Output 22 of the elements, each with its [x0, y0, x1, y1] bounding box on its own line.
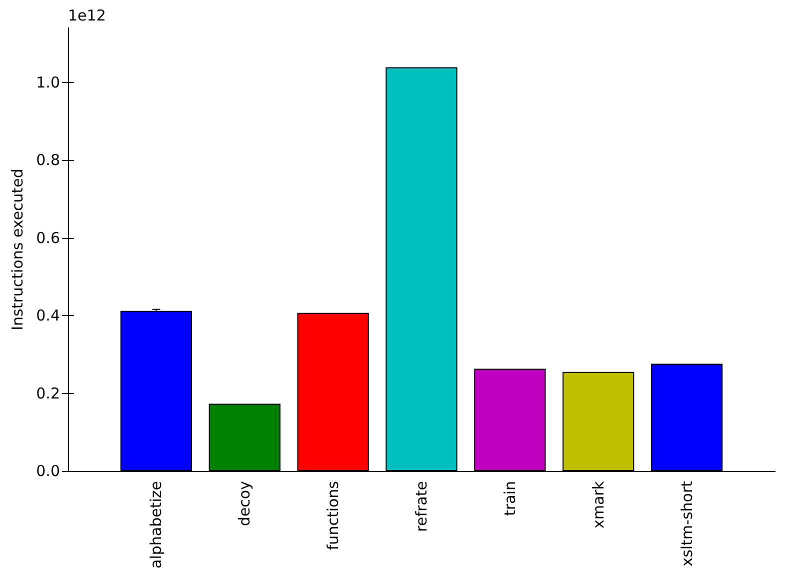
y-tick-label: 0.8: [36, 151, 60, 170]
y-tick-label: 1.0: [36, 73, 60, 92]
bar: [120, 310, 192, 471]
y-tick-label: 0.6: [36, 228, 60, 247]
text: 1e12: [68, 6, 106, 24]
x-tick-label: xsltm-short: [678, 480, 696, 566]
bar: [474, 368, 546, 471]
x-tick-label: functions: [324, 480, 342, 550]
x-tick-label: refrate: [412, 481, 430, 532]
bar: [650, 364, 723, 471]
bar: [208, 404, 280, 471]
x-tick-label: decoy: [236, 480, 254, 526]
y-tick-label: 0.0: [36, 462, 60, 480]
y-axis-title: Instructions executed: [8, 168, 27, 330]
x-tick-label: xmark: [589, 480, 608, 529]
x-tick-label: alphabetize: [147, 481, 166, 568]
y-tick-label: 0.2: [36, 384, 60, 402]
x-tick-label: train: [500, 481, 519, 516]
bar: [297, 312, 369, 471]
y-tick-label: 0.4: [36, 306, 60, 325]
bar: [562, 372, 634, 471]
bar: [386, 67, 458, 471]
